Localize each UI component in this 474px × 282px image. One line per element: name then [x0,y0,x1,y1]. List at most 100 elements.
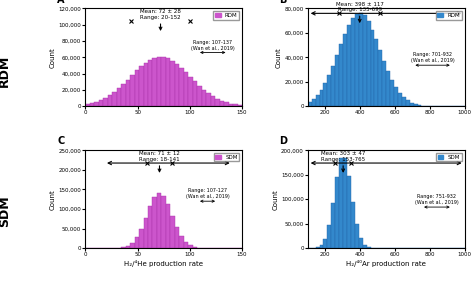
Bar [343,34,347,106]
Bar [108,95,112,106]
Bar [153,58,157,106]
Bar [366,247,371,248]
Bar [398,93,402,106]
Bar [112,92,117,106]
Bar [197,86,202,106]
Bar [193,81,197,106]
Bar [130,243,135,248]
Text: Range: 107-137
(Wan et al., 2019): Range: 107-137 (Wan et al., 2019) [191,40,235,50]
Bar [406,100,410,106]
X-axis label: H₂/⁴He production rate: H₂/⁴He production rate [124,260,203,267]
Text: RDM: RDM [0,54,11,87]
Text: Mean: 398 ± 117
Range: 135-699: Mean: 398 ± 117 Range: 135-699 [336,2,383,12]
Bar [359,13,363,106]
Text: A: A [57,0,64,5]
Bar [157,193,162,248]
Bar [343,158,347,248]
Bar [363,245,366,248]
Bar [148,60,153,106]
Bar [162,196,166,248]
Bar [237,105,242,106]
Bar [323,239,328,248]
Bar [148,206,153,248]
Bar [206,93,210,106]
Bar [323,83,328,106]
Bar [121,84,126,106]
Bar [331,66,335,106]
Legend: RDM: RDM [213,11,239,20]
Bar [355,14,359,106]
Bar [355,224,359,248]
Bar [179,236,184,248]
Bar [175,64,179,106]
Bar [363,15,366,106]
Bar [335,177,339,248]
Bar [394,87,398,106]
Bar [316,95,319,106]
Bar [215,99,219,106]
Bar [184,242,188,248]
Text: Mean: 303 ± 47
Range: 153-765: Mean: 303 ± 47 Range: 153-765 [321,151,365,162]
Bar [228,103,233,106]
Bar [319,245,323,248]
Bar [175,227,179,248]
Bar [414,104,418,106]
Bar [224,102,228,106]
Bar [170,216,175,248]
Bar [193,247,197,248]
Bar [130,75,135,106]
Bar [316,247,319,248]
Y-axis label: Count: Count [50,189,55,210]
Bar [351,18,355,106]
Bar [359,238,363,248]
Bar [339,45,343,106]
Bar [390,80,394,106]
Bar [328,75,331,106]
Bar [312,99,316,106]
Bar [90,103,94,106]
Bar [188,77,193,106]
Bar [135,70,139,106]
Text: Range: 107-127
(Wan et al., 2019): Range: 107-127 (Wan et al., 2019) [186,188,229,199]
Bar [210,96,215,106]
Bar [421,105,425,106]
Bar [410,103,414,106]
Bar [157,57,162,106]
Bar [402,97,406,106]
Text: Range: 751-932
(Wan et al., 2019): Range: 751-932 (Wan et al., 2019) [415,194,459,205]
Bar [219,101,224,106]
Bar [166,58,170,106]
Bar [162,57,166,106]
Bar [374,39,378,106]
Bar [139,229,144,248]
Text: Range: 701-932
(Wan et al., 2019): Range: 701-932 (Wan et al., 2019) [410,52,455,63]
Text: Mean: 71 ± 12
Range: 18-141: Mean: 71 ± 12 Range: 18-141 [139,151,180,162]
Bar [378,50,382,106]
Bar [144,218,148,248]
Text: B: B [280,0,287,5]
Text: C: C [57,136,64,146]
Legend: RDM: RDM [436,11,462,20]
Bar [347,25,351,106]
Bar [184,72,188,106]
Bar [382,61,386,106]
Bar [188,246,193,248]
Y-axis label: Count: Count [272,189,278,210]
Bar [328,225,331,248]
Bar [166,204,170,248]
Bar [126,246,130,248]
Text: D: D [280,136,288,146]
Bar [139,66,144,106]
Bar [233,104,237,106]
Bar [339,158,343,248]
Bar [319,90,323,106]
Bar [347,176,351,248]
Bar [99,100,103,106]
Bar [103,98,108,106]
Bar [331,203,335,248]
X-axis label: H₂/⁴⁰Ar production rate: H₂/⁴⁰Ar production rate [346,260,426,267]
Bar [202,90,206,106]
Text: Mean: 72 ± 28
Range: 20-152: Mean: 72 ± 28 Range: 20-152 [140,9,181,20]
Bar [351,202,355,248]
Bar [386,71,390,106]
